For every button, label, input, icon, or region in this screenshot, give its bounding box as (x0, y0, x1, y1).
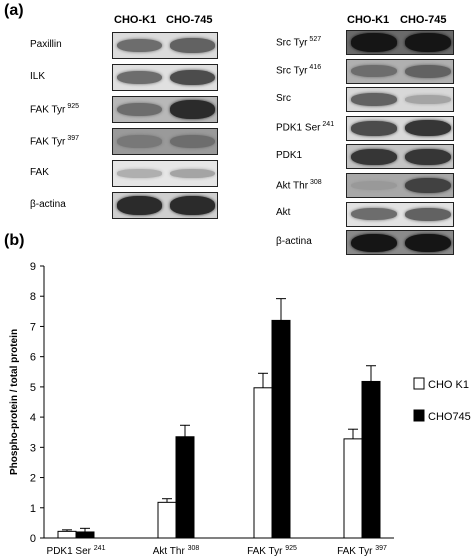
blot-band (351, 180, 397, 191)
blot-label: PDK1 (276, 149, 303, 161)
blot-band (405, 207, 451, 221)
panel-a-label: (a) (4, 2, 24, 19)
blot-image (346, 173, 454, 198)
blot-band (351, 207, 397, 221)
blot-label: FAK Tyr 397 (30, 134, 80, 147)
blot-label: Src Tyr 527 (276, 35, 322, 48)
y-tick-label: 1 (30, 503, 36, 515)
bar-chart: 0 1 2 3 4 5 6 7 8 9 Phospho-protein / total protei… (9, 261, 471, 557)
y-tick-label: 5 (30, 382, 36, 394)
blot-image (112, 192, 218, 219)
legend-label: CHO K1 (428, 379, 469, 391)
y-tick-label: 9 (30, 261, 36, 273)
blot-band (117, 196, 162, 215)
blot-image (112, 96, 218, 123)
blot-band (405, 95, 451, 104)
blot-band (170, 38, 215, 53)
blot-image (112, 128, 218, 155)
blot-band (405, 148, 451, 165)
blot-band (405, 177, 451, 194)
blot-label: FAK (30, 166, 49, 178)
blot-band (117, 102, 162, 117)
blot-image (346, 87, 454, 113)
y-tick-label: 7 (30, 321, 36, 333)
blot-band (170, 69, 215, 86)
legend-swatch (413, 409, 425, 422)
right-lane-header-2: CHO-745 (400, 14, 447, 26)
blot-image (112, 64, 218, 91)
blot-image (112, 160, 218, 187)
blot-image (346, 115, 454, 141)
blot-band (405, 233, 451, 252)
blot-label: β-actina (30, 198, 66, 210)
blot-band (170, 168, 215, 179)
blot-image (346, 144, 454, 170)
blot-band (117, 135, 162, 148)
left-lane-header-2: CHO-745 (166, 14, 213, 26)
blot-band (170, 100, 215, 119)
blot-label: β-actina (276, 235, 312, 247)
blot-band (405, 120, 451, 137)
x-tick-label: FAK Tyr 397 (337, 545, 387, 557)
y-axis-label: Phospho-protein / total protein (9, 329, 20, 475)
blot-image (346, 201, 454, 227)
blot-band (117, 70, 162, 85)
blot-image (346, 30, 454, 55)
blot-band (170, 134, 215, 149)
blot-band (170, 196, 215, 215)
bar (253, 387, 273, 539)
blot-label: ILK (30, 70, 46, 82)
x-tick-label: PDK1 Ser 241 (47, 545, 106, 557)
blot-image (346, 58, 454, 84)
bar (361, 380, 381, 539)
bar (75, 531, 95, 539)
y-tick-label: 0 (30, 533, 36, 545)
bar (343, 438, 363, 539)
blot-label: PDK1 Ser 241 (276, 121, 335, 134)
bar (157, 501, 177, 539)
x-tick-label: Akt Thr 308 (153, 545, 200, 557)
y-tick-label: 3 (30, 442, 36, 454)
blot-band (351, 64, 397, 78)
right-lane-header-1: CHO-K1 (347, 14, 390, 26)
blot-label: Akt (276, 207, 291, 219)
bar (271, 319, 291, 539)
x-tick-label: FAK Tyr 925 (247, 545, 297, 557)
blot-image (346, 230, 454, 256)
blot-band (351, 233, 397, 252)
blot-label: Src Tyr 416 (276, 64, 322, 77)
blot-band (117, 38, 162, 53)
blot-band (351, 93, 397, 107)
blot-band (351, 148, 397, 165)
blot-label: Paxillin (30, 38, 62, 50)
left-lane-header-1: CHO-K1 (114, 14, 157, 26)
y-tick-label: 2 (30, 473, 36, 485)
bar (175, 436, 195, 539)
blot-band (405, 64, 451, 78)
legend-swatch (413, 377, 425, 390)
blot-band (351, 33, 397, 52)
blot-image (112, 32, 218, 59)
blot-band (117, 169, 162, 178)
y-tick-label: 4 (30, 412, 36, 424)
blot-label: Src (276, 92, 291, 104)
panel-b-label: (b) (4, 232, 25, 249)
legend-label: CHO745 (428, 411, 471, 423)
bar (57, 530, 77, 539)
y-tick-label: 6 (30, 352, 36, 364)
y-tick-label: 8 (30, 291, 36, 303)
blot-label: FAK Tyr 925 (30, 102, 80, 115)
blot-band (405, 33, 451, 52)
blot-band (351, 121, 397, 136)
blot-label: Akt Thr 308 (276, 178, 322, 191)
